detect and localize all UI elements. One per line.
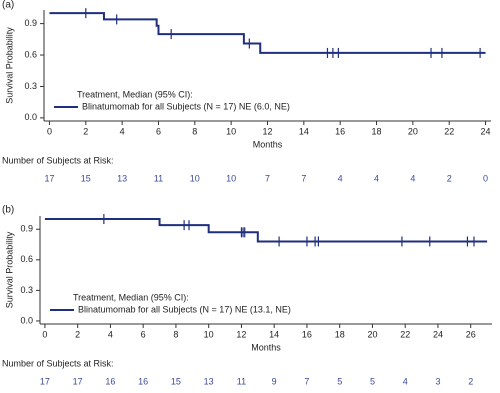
survival-curve — [49, 12, 486, 54]
risk-count: 9 — [272, 376, 277, 386]
y-axis-label: Survival Probability — [4, 231, 14, 308]
x-tick-label: 16 — [302, 329, 312, 339]
risk-title: Number of Subjects at Risk: — [2, 155, 114, 165]
risk-count: 7 — [301, 173, 306, 183]
risk-count: 4 — [374, 173, 379, 183]
legend-label: Blinatumomab for all Subjects (N = 17) N… — [78, 304, 291, 314]
risk-count: 5 — [370, 376, 375, 386]
x-tick-label: 18 — [372, 126, 382, 136]
x-tick-label: 4 — [108, 329, 113, 339]
risk-count: 7 — [304, 376, 309, 386]
risk-count: 17 — [40, 376, 50, 386]
risk-count: 15 — [171, 376, 181, 386]
x-tick-label: 10 — [226, 126, 236, 136]
x-tick-label: 8 — [173, 329, 178, 339]
legend-label: Blinatumomab for all Subjects (N = 17) N… — [82, 101, 290, 111]
x-tick-label: 0 — [47, 126, 52, 136]
x-tick-label: 22 — [400, 329, 410, 339]
risk-count: 3 — [435, 376, 440, 386]
x-tick-label: 8 — [192, 126, 197, 136]
risk-count: 17 — [73, 376, 83, 386]
x-tick-label: 12 — [262, 126, 272, 136]
x-tick-label: 0 — [42, 329, 47, 339]
legend-title: Treatment, Median (95% CI): — [73, 292, 189, 302]
x-tick-label: 24 — [433, 329, 443, 339]
risk-count: 16 — [138, 376, 148, 386]
risk-count: 7 — [265, 173, 270, 183]
risk-count: 16 — [105, 376, 115, 386]
x-tick-label: 6 — [141, 329, 146, 339]
x-axis-label: Months — [251, 342, 281, 352]
risk-count: 4 — [403, 376, 408, 386]
y-tick-label: 0.6 — [20, 254, 33, 264]
x-tick-label: 20 — [367, 329, 377, 339]
x-tick-label: 22 — [444, 126, 454, 136]
x-tick-label: 4 — [120, 126, 125, 136]
x-tick-label: 6 — [156, 126, 161, 136]
risk-count: 4 — [410, 173, 415, 183]
risk-count: 4 — [338, 173, 343, 183]
x-tick-label: 14 — [299, 126, 309, 136]
risk-count: 2 — [468, 376, 473, 386]
x-tick-label: 20 — [408, 126, 418, 136]
risk-count: 11 — [154, 173, 163, 183]
y-tick-label: 0.9 — [20, 224, 33, 234]
y-tick-label: 0.3 — [24, 81, 37, 91]
y-axis-label: Survival Probability — [4, 27, 14, 104]
risk-count: 13 — [204, 376, 214, 386]
panel-label: (a) — [2, 0, 14, 11]
y-tick-label: 0.3 — [20, 285, 33, 295]
x-axis-label: Months — [253, 139, 283, 149]
risk-count: 15 — [81, 173, 91, 183]
x-tick-label: 12 — [236, 329, 246, 339]
y-tick-label: 0.9 — [24, 18, 37, 28]
risk-count: 11 — [237, 376, 246, 386]
y-tick-label: 0.6 — [24, 49, 37, 59]
risk-count: 17 — [44, 173, 54, 183]
x-tick-label: 2 — [83, 126, 88, 136]
legend-title: Treatment, Median (95% CI): — [77, 89, 193, 99]
risk-count: 10 — [190, 173, 200, 183]
y-tick-label: 0.0 — [20, 315, 33, 325]
x-tick-label: 26 — [466, 329, 476, 339]
risk-count: 2 — [447, 173, 452, 183]
x-tick-label: 24 — [481, 126, 491, 136]
risk-count: 10 — [226, 173, 236, 183]
risk-title: Number of Subjects at Risk: — [2, 358, 114, 368]
x-tick-label: 2 — [75, 329, 80, 339]
risk-count: 5 — [337, 376, 342, 386]
risk-count: 0 — [483, 173, 488, 183]
x-tick-label: 10 — [204, 329, 214, 339]
y-tick-label: 0.0 — [24, 112, 37, 122]
survival-curve — [44, 218, 488, 243]
x-tick-label: 14 — [269, 329, 279, 339]
risk-count: 13 — [117, 173, 127, 183]
x-tick-label: 18 — [335, 329, 345, 339]
x-tick-label: 16 — [335, 126, 345, 136]
panel-label: (b) — [2, 205, 14, 216]
